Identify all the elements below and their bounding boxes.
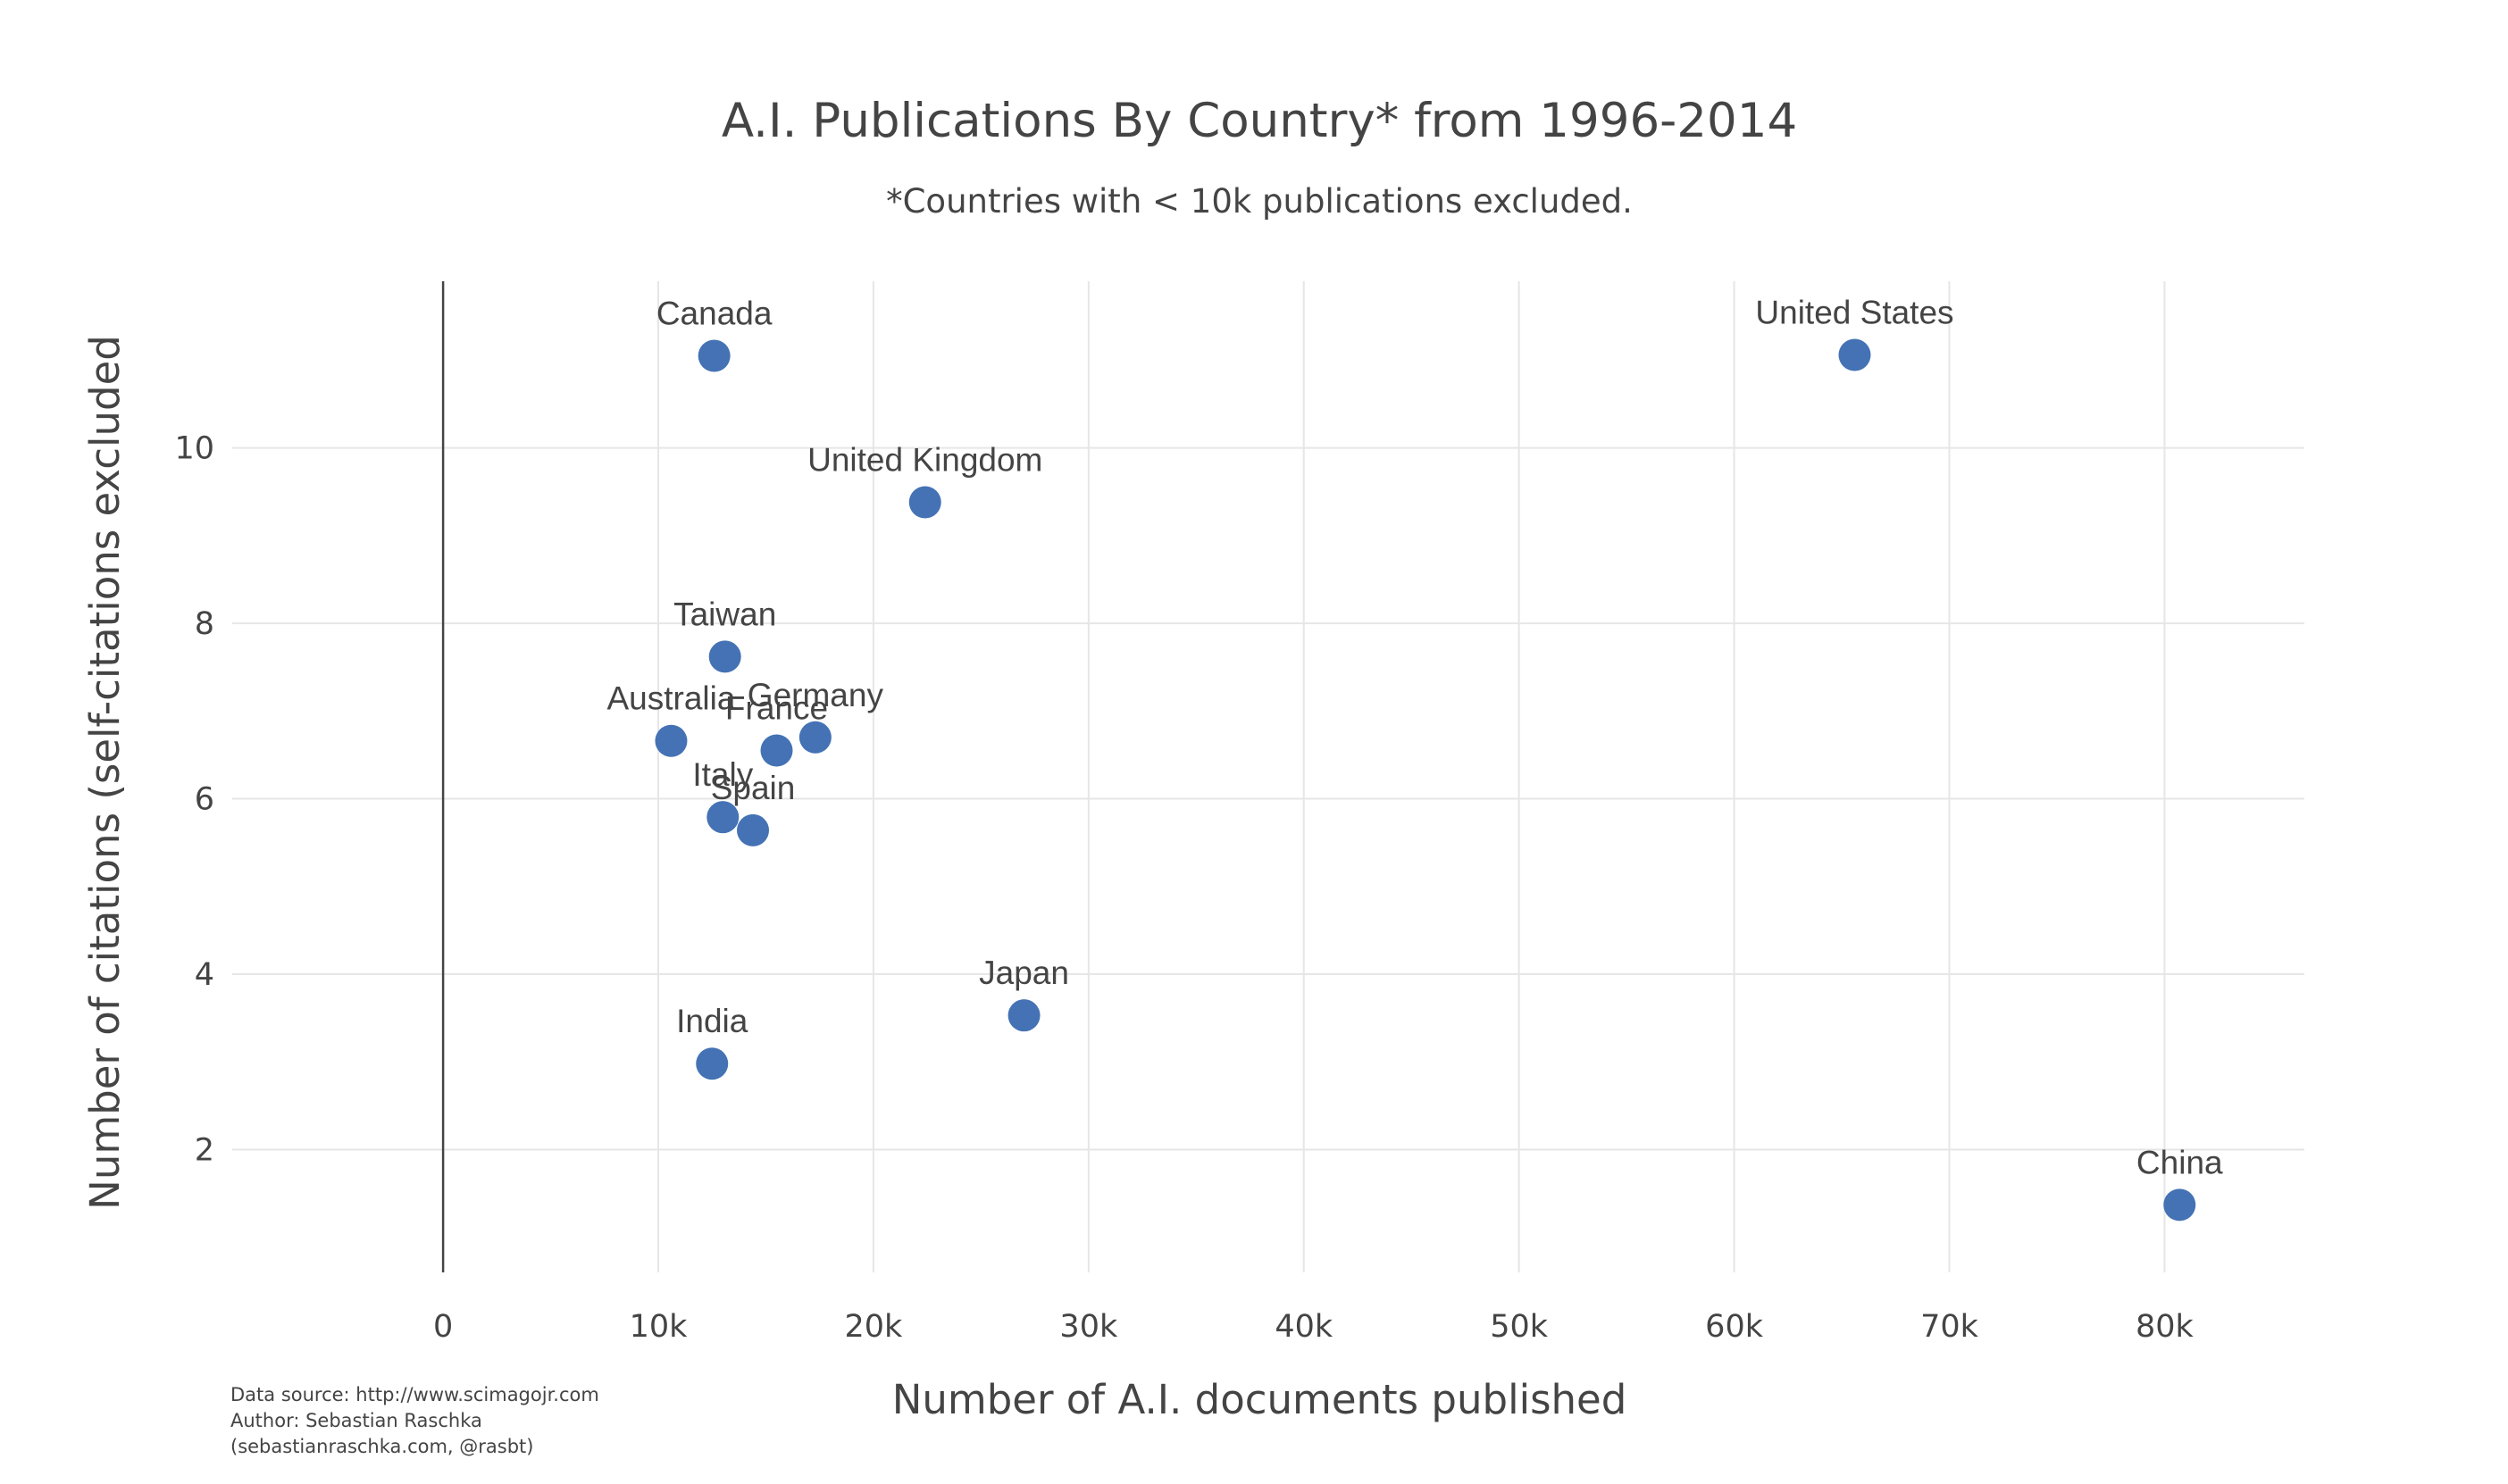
data-point[interactable] — [706, 801, 740, 834]
y-tick-label: 10 — [174, 431, 214, 467]
data-point[interactable] — [698, 339, 731, 372]
x-tick-label: 40k — [1275, 1309, 1333, 1345]
point-label: United Kingdom — [807, 442, 1042, 479]
y-axis-title: Number of citations (self-citations excl… — [81, 335, 129, 1210]
point-label: Australia — [606, 680, 735, 717]
data-point[interactable] — [737, 813, 770, 846]
chart-title: A.I. Publications By Country* from 1996-… — [722, 94, 1797, 148]
data-point[interactable] — [908, 486, 941, 519]
x-tick-label: 80k — [2136, 1309, 2194, 1345]
x-tick-label: 20k — [845, 1309, 904, 1345]
point-label: Canada — [656, 295, 773, 331]
point-label: India — [676, 1003, 748, 1039]
y-tick-label: 2 — [195, 1132, 214, 1168]
data-point[interactable] — [798, 721, 832, 754]
data-point[interactable] — [760, 734, 793, 767]
point-label: Taiwan — [673, 596, 776, 632]
x-tick-label: 60k — [1705, 1309, 1764, 1345]
data-point[interactable] — [2163, 1188, 2196, 1221]
x-tick-label: 70k — [1920, 1309, 1979, 1345]
x-tick-label: 30k — [1059, 1309, 1118, 1345]
x-tick-label: 50k — [1490, 1309, 1549, 1345]
y-tick-label: 8 — [195, 606, 214, 642]
data-point[interactable] — [655, 724, 688, 757]
x-tick-label: 10k — [630, 1309, 689, 1345]
y-tick-label: 6 — [195, 782, 214, 818]
x-axis-title: Number of A.I. documents published — [892, 1376, 1627, 1423]
point-labels: Canada United States United Kingdom Taiwan A… — [606, 295, 2223, 1181]
point-label: Japan — [979, 955, 1069, 991]
source-note-line-1: Data source: http://www.scimagojr.com — [230, 1384, 599, 1405]
source-note-line-3: (sebastianraschka.com, @rasbt) — [230, 1436, 533, 1457]
data-points — [655, 338, 2196, 1221]
point-label: Germany — [748, 677, 884, 713]
source-note-line-2: Author: Sebastian Raschka — [230, 1410, 482, 1431]
point-label: China — [2136, 1144, 2223, 1180]
data-point[interactable] — [1838, 338, 1871, 371]
axes: 0 10k 20k 30k 40k 50k 60k 70k 80k 2 4 6 8 10 — [174, 281, 2194, 1345]
point-label: France — [725, 690, 828, 727]
point-label: Italy — [692, 756, 753, 793]
y-tick-label: 4 — [195, 957, 214, 993]
data-point[interactable] — [708, 640, 741, 673]
point-label: United States — [1755, 295, 1953, 331]
data-point[interactable] — [696, 1047, 729, 1080]
data-point[interactable] — [1007, 999, 1041, 1032]
point-label: Spain — [711, 770, 796, 806]
chart-subtitle: *Countries with < 10k publications exclu… — [886, 182, 1633, 221]
gridlines — [232, 281, 2304, 1272]
x-tick-label: 0 — [433, 1309, 453, 1345]
